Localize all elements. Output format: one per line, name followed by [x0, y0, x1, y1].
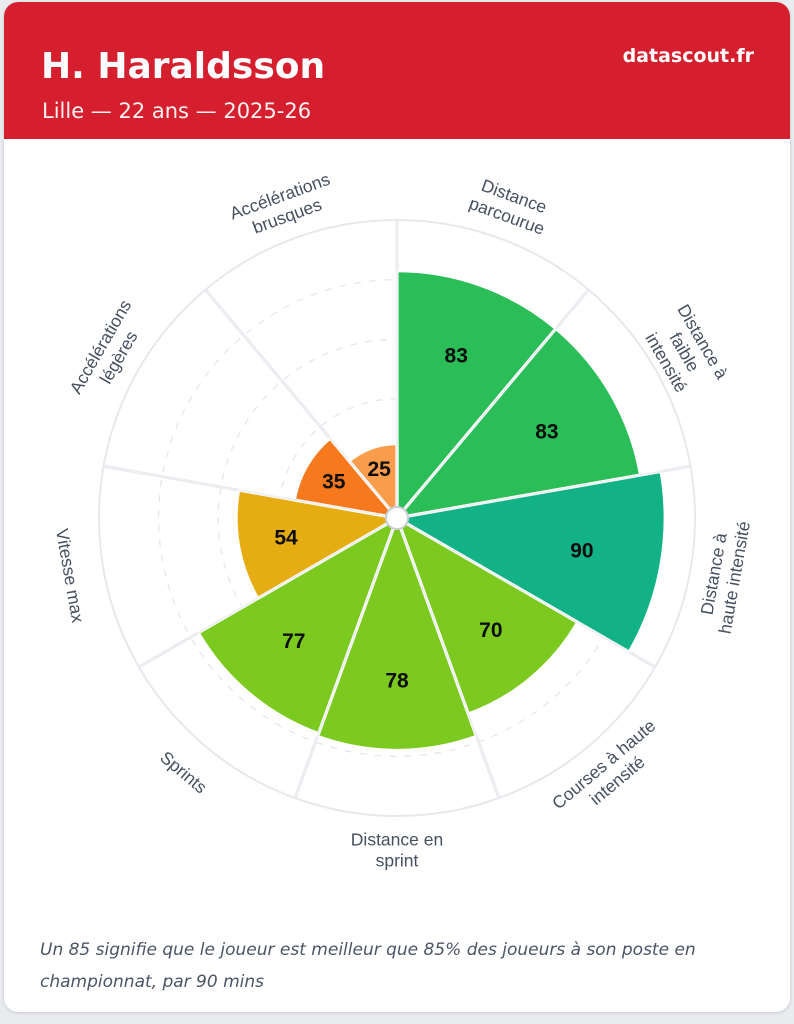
pizza-chart: 83 83 90 70 78 77 54 35 25 Distanceparcourue Dista… — [4, 139, 790, 911]
spoke-overlay-2 — [396, 465, 691, 519]
outer-ring — [98, 219, 696, 817]
value-label-4: 78 — [385, 670, 409, 693]
category-label-4-line-1: sprint — [376, 851, 419, 871]
report-card: H. Haraldsson Lille — 22 ans — 2025-26 d… — [4, 2, 790, 1012]
value-label-2: 90 — [570, 540, 593, 563]
category-label-3: Courses à hauteintensité — [548, 715, 673, 829]
footer-note: Un 85 signifie que le joueur est meilleu… — [40, 940, 696, 992]
pizza-slice-6 — [234, 488, 399, 601]
value-label-7: 35 — [322, 470, 346, 493]
pizza-slice-3 — [395, 516, 580, 716]
category-label-7: Accélérationslégères — [65, 296, 153, 408]
value-label-1: 83 — [535, 420, 558, 443]
pizza-slice-4 — [315, 516, 479, 752]
category-label-2: Distance àhaute intensité — [694, 516, 754, 635]
spoke-overlay-6 — [138, 517, 398, 668]
pizza-slice-7 — [292, 436, 399, 520]
spoke-overlay-5 — [294, 517, 398, 799]
pizza-slice-2 — [395, 469, 667, 654]
category-label-4-line-0: Distance en — [351, 830, 443, 850]
player-meta: Lille — 22 ans — 2025-26 — [42, 99, 312, 123]
spoke-overlay-7 — [103, 465, 398, 519]
spoke-overlay-1 — [396, 289, 590, 519]
value-label-5: 77 — [282, 630, 305, 653]
category-label-4: Distance en sprint — [351, 830, 443, 871]
pizza-slice-1 — [395, 326, 643, 520]
spoke-overlay-3 — [396, 517, 656, 668]
category-label-8: Accélérationsbrusques — [227, 169, 340, 244]
category-label-6: Vitesse max — [52, 527, 88, 624]
pizza-slice-0 — [395, 269, 558, 520]
category-label-5-line-0: Sprints — [156, 747, 211, 797]
header: H. Haraldsson Lille — 22 ans — 2025-26 d… — [4, 2, 790, 139]
value-label-6: 54 — [274, 527, 298, 550]
value-label-3: 70 — [479, 619, 502, 642]
category-label-6-line-0: Vitesse max — [52, 527, 88, 624]
value-label-8: 25 — [367, 458, 391, 481]
pizza-chart-svg: 83 83 90 70 78 77 54 35 25 Distanceparcourue Dista… — [52, 169, 754, 871]
spoke-overlay-4 — [396, 517, 500, 799]
category-label-5: Sprints — [156, 747, 211, 797]
center-circle — [385, 506, 409, 530]
pizza-slice-5 — [196, 516, 399, 736]
brand-logo: datascout.fr — [622, 45, 754, 67]
spoke-overlay-8 — [204, 289, 398, 519]
page-title: H. Haraldsson — [41, 46, 326, 87]
value-label-0: 83 — [445, 344, 468, 367]
category-label-0: Distanceparcourue — [467, 173, 555, 238]
category-label-1: Distance àfaibleintensité — [637, 301, 732, 404]
